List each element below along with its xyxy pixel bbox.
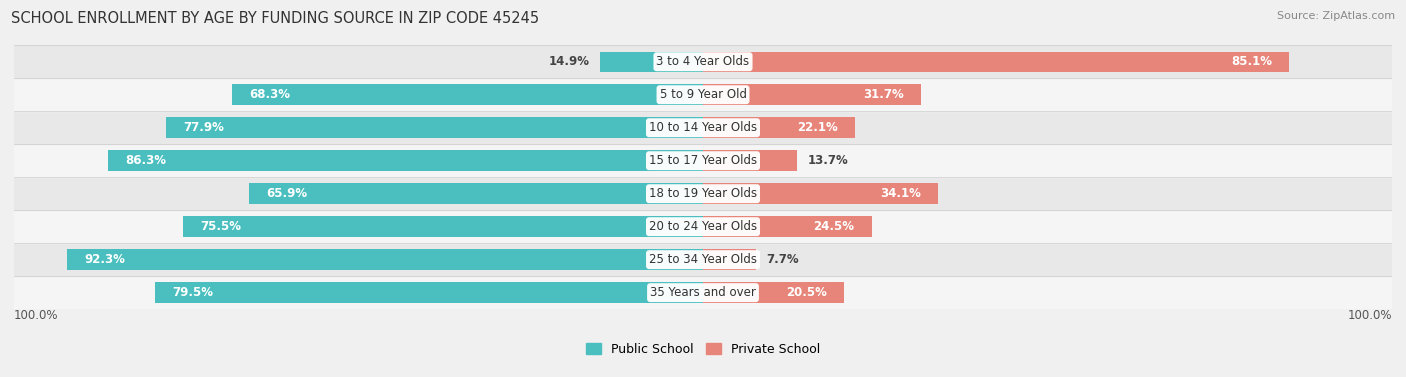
Bar <box>67 250 703 270</box>
Text: 77.9%: 77.9% <box>184 121 225 134</box>
Bar <box>600 52 703 72</box>
Text: 85.1%: 85.1% <box>1232 55 1272 68</box>
Text: 31.7%: 31.7% <box>863 88 904 101</box>
Bar <box>249 184 703 204</box>
Bar <box>703 184 938 204</box>
Bar <box>703 216 872 237</box>
Bar <box>14 177 1392 210</box>
Legend: Public School, Private School: Public School, Private School <box>581 338 825 361</box>
Text: 34.1%: 34.1% <box>880 187 921 200</box>
Bar <box>155 282 703 303</box>
Text: 20.5%: 20.5% <box>786 286 827 299</box>
Bar <box>703 52 1289 72</box>
Bar <box>108 150 703 171</box>
Text: 5 to 9 Year Old: 5 to 9 Year Old <box>659 88 747 101</box>
Bar <box>232 84 703 105</box>
Bar <box>183 216 703 237</box>
Text: 18 to 19 Year Olds: 18 to 19 Year Olds <box>650 187 756 200</box>
Text: 13.7%: 13.7% <box>807 154 848 167</box>
Text: 65.9%: 65.9% <box>266 187 308 200</box>
Text: Source: ZipAtlas.com: Source: ZipAtlas.com <box>1277 11 1395 21</box>
Text: 7.7%: 7.7% <box>766 253 799 266</box>
Bar <box>14 144 1392 177</box>
Bar <box>14 78 1392 111</box>
Text: 35 Years and over: 35 Years and over <box>650 286 756 299</box>
Bar <box>703 282 844 303</box>
Bar <box>14 45 1392 78</box>
Bar <box>14 276 1392 309</box>
Text: SCHOOL ENROLLMENT BY AGE BY FUNDING SOURCE IN ZIP CODE 45245: SCHOOL ENROLLMENT BY AGE BY FUNDING SOUR… <box>11 11 540 26</box>
Bar <box>703 250 756 270</box>
Text: 24.5%: 24.5% <box>814 220 855 233</box>
Text: 75.5%: 75.5% <box>200 220 240 233</box>
Text: 100.0%: 100.0% <box>1347 309 1392 322</box>
Text: 15 to 17 Year Olds: 15 to 17 Year Olds <box>650 154 756 167</box>
Bar <box>14 210 1392 243</box>
Bar <box>166 118 703 138</box>
Text: 25 to 34 Year Olds: 25 to 34 Year Olds <box>650 253 756 266</box>
Text: 79.5%: 79.5% <box>173 286 214 299</box>
Bar <box>703 150 797 171</box>
Text: 22.1%: 22.1% <box>797 121 838 134</box>
Text: 92.3%: 92.3% <box>84 253 125 266</box>
Text: 14.9%: 14.9% <box>548 55 591 68</box>
Bar <box>14 111 1392 144</box>
Text: 68.3%: 68.3% <box>250 88 291 101</box>
Text: 100.0%: 100.0% <box>14 309 59 322</box>
Text: 20 to 24 Year Olds: 20 to 24 Year Olds <box>650 220 756 233</box>
Text: 86.3%: 86.3% <box>125 154 167 167</box>
Text: 3 to 4 Year Olds: 3 to 4 Year Olds <box>657 55 749 68</box>
Bar <box>14 243 1392 276</box>
Text: 10 to 14 Year Olds: 10 to 14 Year Olds <box>650 121 756 134</box>
Bar <box>703 84 921 105</box>
Bar <box>703 118 855 138</box>
